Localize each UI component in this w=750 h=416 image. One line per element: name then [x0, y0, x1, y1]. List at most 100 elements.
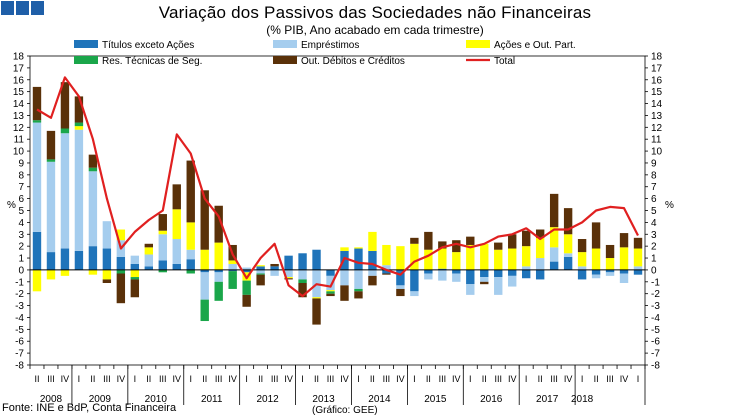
bar-segment-acoes: [633, 248, 643, 267]
y-tick-label-left: 6: [18, 194, 24, 205]
bar-segment-titulos: [522, 269, 531, 279]
x-quarter-label: I: [189, 374, 192, 384]
bar-segment-emprestimos: [102, 221, 112, 249]
x-quarter-label: IV: [452, 374, 461, 384]
bar-segment-out_debitos: [214, 205, 223, 243]
bar-segment-emprestimos: [494, 277, 503, 295]
y-tick-label-left: 18: [13, 52, 25, 63]
bar-segment-acoes: [619, 247, 629, 270]
source-note: Fonte: INE e BdP, Conta Financeira: [2, 402, 177, 414]
bar-segment-out_debitos: [633, 237, 643, 249]
legend-swatch-emprestimos: [273, 40, 297, 48]
bar-segment-out_debitos: [396, 288, 405, 297]
logo-square-1: [1, 1, 14, 15]
x-quarter-label: II: [594, 374, 599, 384]
bar-segment-titulos: [312, 249, 321, 270]
bar-segment-emprestimos: [270, 269, 279, 276]
bar-segment-titulos: [186, 259, 195, 270]
bar-segment-out_debitos: [312, 298, 321, 325]
bar-segment-emprestimos: [256, 269, 265, 274]
x-quarter-label: IV: [228, 374, 237, 384]
bar-segment-emprestimos: [577, 266, 587, 270]
x-quarter-label: IV: [117, 374, 126, 384]
bar-segment-emprestimos: [354, 269, 363, 289]
bar-segment-acoes: [144, 247, 153, 255]
y-tick-label-right: 3: [651, 230, 657, 241]
bar-segment-emprestimos: [88, 171, 98, 247]
y-axis-label-left: %: [7, 200, 16, 211]
bar-segment-out_debitos: [354, 291, 363, 299]
bar-segment-out_debitos: [46, 130, 56, 160]
bar-segment-emprestimos: [298, 269, 307, 280]
x-quarter-label: III: [383, 374, 391, 384]
bar-segment-out_debitos: [549, 193, 559, 228]
bar-segment-emprestimos: [326, 275, 335, 291]
bar-segment-emprestimos: [368, 269, 377, 276]
bar-segment-out_debitos: [424, 231, 433, 250]
total-line: [36, 76, 639, 298]
x-year-label: 2008: [40, 394, 63, 405]
bar-segment-emprestimos: [242, 267, 251, 270]
x-quarter-label: II: [34, 374, 39, 384]
bar-segment-emprestimos: [410, 291, 419, 297]
bar-segment-titulos: [424, 269, 433, 274]
bar-segment-titulos: [466, 269, 475, 285]
legend-label-emprestimos: Empréstimos: [301, 40, 359, 51]
bar-segment-acoes: [563, 234, 573, 254]
bar-segment-out_debitos: [494, 242, 503, 250]
y-tick-label-right: 11: [651, 135, 662, 146]
y-tick-label-right: 12: [651, 123, 663, 134]
bar-segment-acoes: [200, 249, 209, 270]
bar-segment-res_tecnicas: [200, 299, 209, 322]
x-year-label: 2014: [368, 394, 391, 405]
x-quarter-label: II: [482, 374, 487, 384]
bar-segment-titulos: [130, 263, 140, 270]
bar-segment-out_debitos: [144, 243, 153, 248]
bar-segment-titulos: [396, 269, 405, 286]
bar-segment-titulos: [298, 253, 307, 270]
bar-segment-titulos: [563, 256, 573, 270]
x-quarter-label: II: [202, 374, 207, 384]
bar-segment-out_debitos: [298, 282, 307, 298]
bar-segment-acoes: [284, 277, 293, 279]
legend-swatch-acoes: [466, 40, 490, 48]
bar-segment-out_debitos: [256, 274, 265, 286]
y-tick-label-right: 8: [651, 170, 657, 181]
bar-segment-emprestimos: [452, 273, 461, 282]
x-year-label: 2010: [145, 394, 168, 405]
bar-segment-emprestimos: [172, 239, 181, 264]
x-quarter-label: I: [245, 374, 248, 384]
bar-segment-res_tecnicas: [74, 122, 84, 127]
bar-segment-acoes: [130, 269, 140, 278]
bar-segment-out_debitos: [535, 229, 545, 238]
bar-segment-res_tecnicas: [46, 159, 56, 162]
y-tick-label-right: -5: [651, 325, 660, 336]
bar-segment-out_debitos: [270, 263, 279, 267]
bar-segment-emprestimos: [522, 266, 531, 270]
x-quarter-label: I: [637, 374, 640, 384]
bar-segment-res_tecnicas: [256, 273, 265, 275]
chart-title: Variação dos Passivos das Sociedades não…: [158, 3, 592, 22]
y-tick-label-left: 0: [18, 265, 24, 276]
bar-segment-res_tecnicas: [158, 269, 167, 273]
bar-segment-acoes: [480, 243, 489, 270]
bar-segment-emprestimos: [619, 273, 629, 283]
bar-segment-out_debitos: [116, 273, 126, 304]
x-quarter-label: III: [215, 374, 223, 384]
x-quarter-label: I: [134, 374, 137, 384]
bar-segment-res_tecnicas: [228, 271, 237, 289]
bar-segment-acoes: [340, 247, 349, 251]
bar-segment-emprestimos: [535, 258, 545, 270]
bar-segment-res_tecnicas: [326, 291, 335, 294]
y-tick-label-left: 1: [18, 254, 24, 265]
legend-swatch-res_tecnicas: [74, 56, 98, 64]
bar-segment-acoes: [228, 260, 237, 264]
y-tick-label-right: 2: [651, 242, 657, 253]
bar-segment-acoes: [410, 243, 419, 270]
y-tick-label-left: 11: [14, 135, 25, 146]
bar-segment-acoes: [452, 252, 461, 270]
y-tick-label-left: -3: [15, 301, 24, 312]
bar-segment-titulos: [549, 261, 559, 270]
bar-segment-titulos: [494, 269, 503, 278]
